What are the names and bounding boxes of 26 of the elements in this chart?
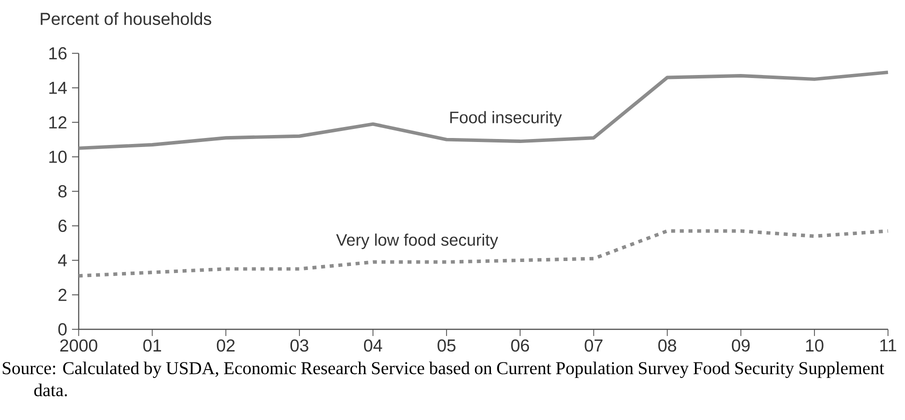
y-tick-label: 4 [58, 254, 67, 266]
y-tick-label: 6 [58, 220, 67, 232]
series-label: Food insecurity [450, 111, 562, 127]
x-tick-label: 06 [511, 339, 530, 352]
y-axis-title: Percent of households [40, 12, 212, 26]
x-tick-label: 07 [584, 339, 602, 352]
x-tick-label: 05 [438, 339, 456, 352]
x-tick-label: 10 [806, 339, 824, 352]
y-tick-label: 8 [58, 185, 67, 198]
series-label: Very low food security [336, 234, 498, 250]
y-tick-label: 14 [49, 82, 67, 94]
x-tick-label: 02 [216, 339, 235, 352]
y-tick-label: 2 [58, 288, 66, 301]
x-tick-label: 01 [143, 339, 162, 352]
y-tick-label: 16 [49, 47, 67, 60]
y-tick-label: 0 [58, 323, 67, 336]
x-tick-label: 2000 [60, 339, 98, 352]
source-note: Source: Calculated by USDA, Economic Research Service based on Current Population Survey Food Security Supplement data. [2, 362, 884, 396]
x-tick-label: 08 [658, 339, 676, 352]
line-series [76, 70, 890, 150]
y-tick-label: 12 [49, 116, 66, 128]
x-tick-label: 11 [880, 339, 896, 352]
x-tick-label: 09 [732, 339, 750, 352]
x-tick-label: 04 [364, 339, 382, 352]
y-tick-label: 10 [49, 150, 67, 163]
x-tick-label: 03 [290, 339, 308, 352]
